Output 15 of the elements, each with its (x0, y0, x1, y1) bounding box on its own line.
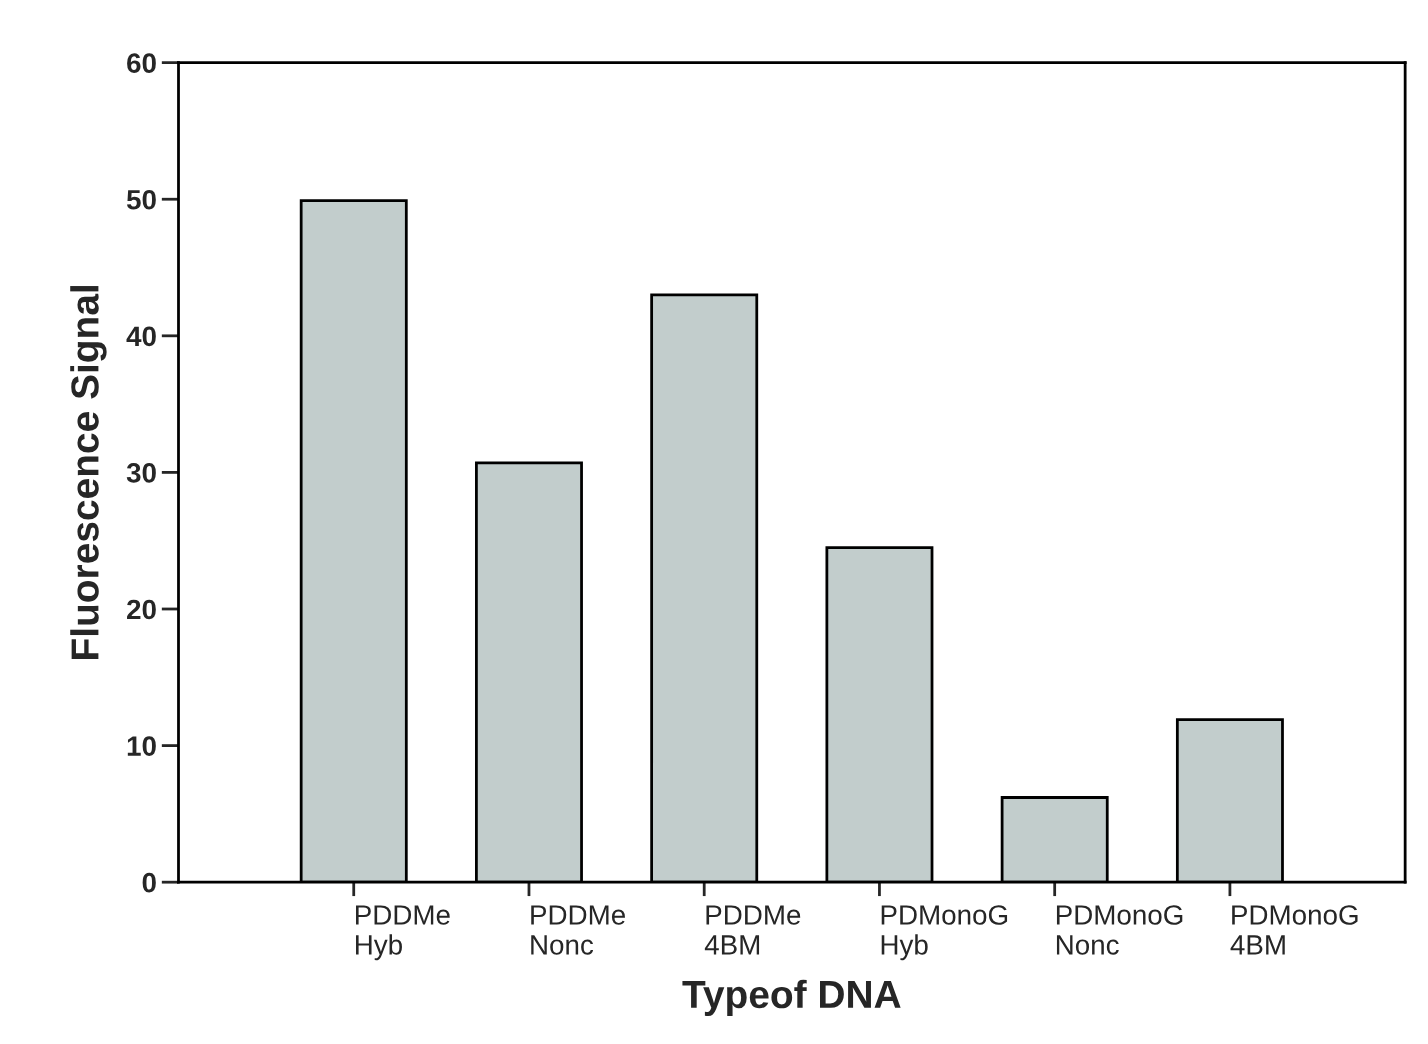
x-tick-label: PDDMe 4BM (704, 905, 801, 955)
y-tick-label: 60 (127, 53, 156, 73)
y-tick-label: 30 (126, 463, 156, 483)
x-tick-label: PDDMe Hyb (356, 905, 450, 961)
x-tick-label: PDMonoG 4BM (1230, 905, 1358, 955)
y-tick-label: 10 (127, 736, 156, 756)
y-tick-label: 50 (126, 189, 156, 210)
y-tick-label: 20 (127, 599, 156, 620)
x-tick-label: PDMonoG Hyb (881, 905, 1008, 961)
x-tick-label: PDDMe Nonc (531, 905, 625, 955)
x-tick-label: PDMonoG Nonc (1056, 905, 1183, 955)
y-tick-label: 0 (142, 872, 156, 893)
x-axis-title: Typeof DNA (682, 979, 901, 1016)
y-tick-label: 40 (126, 326, 156, 347)
y-axis-title: Fluorescence Signal (70, 286, 107, 659)
